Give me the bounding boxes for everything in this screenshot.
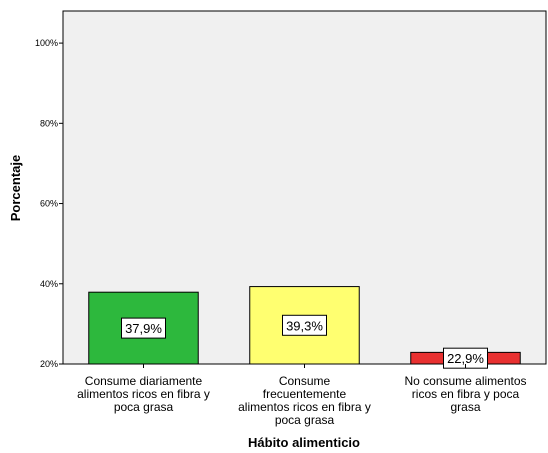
- y-tick-label: 40%: [40, 279, 58, 289]
- y-tick-label: 100%: [35, 38, 58, 48]
- data-label-box: [282, 314, 327, 336]
- data-label-box: [443, 347, 488, 369]
- x-tick-label: Consume frecuentemente alimentos ricos en …: [238, 374, 371, 427]
- y-tick-label: 60%: [40, 199, 58, 209]
- x-tick-label: No consume alimentos ricos en fibra y poc…: [404, 374, 526, 414]
- data-labels: 37,9% 39,3% 22,9%: [121, 314, 488, 369]
- x-tick-label: Consume diariamente alimentos ricos en fi…: [77, 374, 210, 414]
- y-tick-label: 20%: [40, 359, 58, 369]
- data-label: 37,9%: [125, 321, 162, 336]
- x-axis-tick-labels: Consume diariamente alimentos ricos en fi…: [77, 364, 527, 427]
- x-axis-title: Hábito alimenticio: [248, 435, 360, 450]
- data-label-box: [121, 317, 166, 339]
- y-axis-title: Porcentaje: [8, 155, 23, 221]
- data-label: 39,3%: [286, 318, 323, 333]
- data-label: 22,9%: [447, 351, 484, 366]
- y-tick-label: 80%: [40, 118, 58, 128]
- y-axis: 20% 40% 60% 80% 100%: [35, 38, 63, 369]
